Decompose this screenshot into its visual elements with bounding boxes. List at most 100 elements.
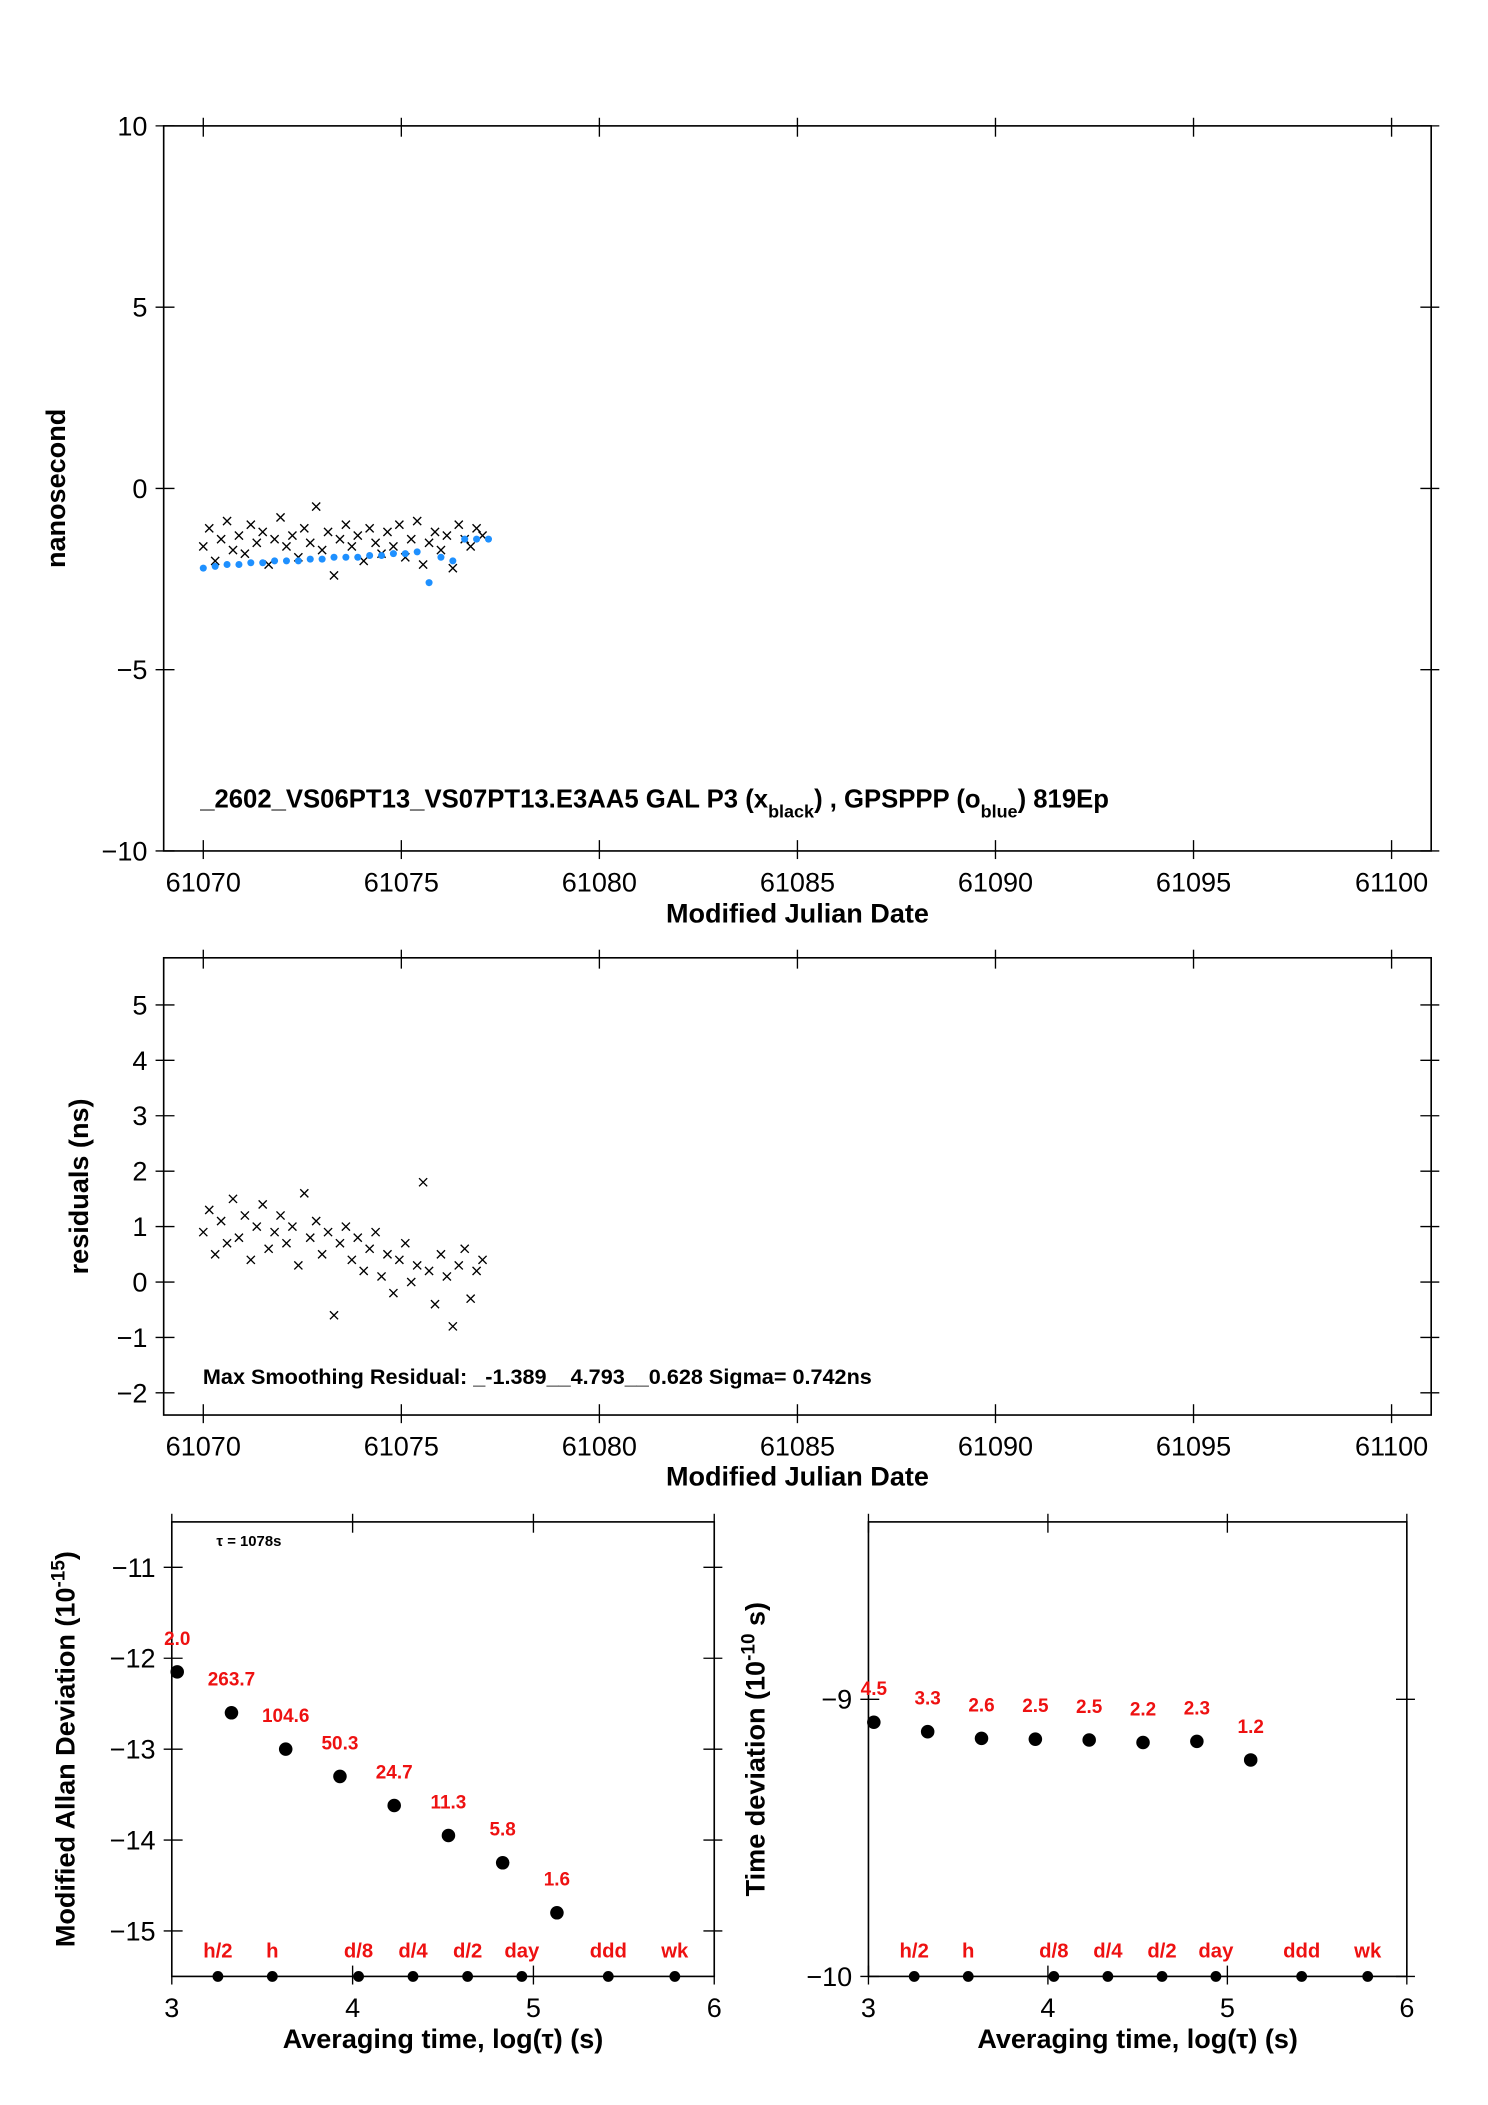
y-tick-label: 10 — [117, 111, 147, 141]
data-point — [448, 563, 458, 573]
x-tick-label: 3 — [861, 1993, 876, 2023]
interval-label: h — [266, 1940, 278, 1962]
data-point — [550, 1906, 564, 1920]
data-point — [252, 538, 262, 548]
script-text: -10 — [738, 1634, 759, 1661]
interval-marker — [602, 1971, 614, 1982]
data-point — [974, 1731, 989, 1746]
interval-marker — [353, 1971, 364, 1982]
y-tick-label: 5 — [132, 990, 147, 1020]
data-point — [406, 534, 416, 544]
data-point — [371, 1227, 381, 1237]
data-point — [425, 579, 433, 587]
data-point — [448, 1321, 458, 1331]
point-label: 2.0 — [164, 1629, 190, 1650]
interval-label: d/8 — [1039, 1940, 1068, 1962]
data-point — [430, 1299, 440, 1309]
data-point — [228, 1194, 238, 1204]
data-point — [412, 1260, 422, 1270]
y-tick-label: −14 — [110, 1826, 156, 1856]
data-point — [305, 538, 315, 548]
x-tick-label: 3 — [164, 1993, 179, 2023]
x-tick-label: 4 — [1040, 1993, 1055, 2023]
data-point — [299, 1188, 309, 1198]
point-label: 5.8 — [490, 1820, 516, 1841]
data-point — [287, 1222, 297, 1232]
data-point — [224, 1706, 239, 1720]
y-tick-label: −15 — [110, 1916, 156, 1946]
x-tick-label: 61070 — [166, 868, 241, 898]
data-point — [472, 523, 482, 533]
data-point — [198, 1227, 208, 1237]
data-point — [287, 531, 297, 541]
data-point — [347, 1255, 357, 1265]
data-point — [170, 1665, 184, 1679]
data-point — [406, 1277, 416, 1287]
data-point — [441, 1828, 456, 1843]
y-tick-label: 5 — [132, 293, 147, 323]
interval-marker — [516, 1971, 528, 1982]
x-axis-label: Modified Julian Date — [666, 1461, 929, 1491]
data-point — [353, 1233, 363, 1243]
data-point — [1190, 1734, 1204, 1749]
data-point — [401, 550, 409, 558]
y-tick-label: −10 — [806, 1962, 852, 1992]
data-point — [466, 541, 476, 551]
data-point — [282, 557, 290, 565]
plot: 61070 61075 61080 61085 61090 61095 61100 −10 −5… — [41, 111, 1440, 929]
data-point — [278, 1742, 293, 1756]
data-point — [305, 1233, 315, 1243]
data-point — [354, 553, 362, 561]
data-point — [294, 557, 302, 565]
data-point — [376, 1271, 387, 1282]
text-part: ) , GPSPPP (o — [814, 786, 981, 814]
interval-label: wk — [1353, 1940, 1382, 1962]
x-tick-label: 61085 — [760, 868, 835, 898]
data-point — [210, 556, 220, 566]
interval-marker — [407, 1971, 419, 1982]
data-point — [353, 531, 363, 541]
data-point — [252, 1222, 262, 1232]
interval-marker — [266, 1971, 278, 1982]
data-point — [424, 1266, 434, 1276]
x-tick-label: 61075 — [364, 1432, 439, 1462]
data-point — [365, 1244, 375, 1254]
data-point — [270, 1227, 280, 1237]
x-tick-label: 61095 — [1156, 868, 1231, 898]
interval-label: day — [1198, 1940, 1234, 1962]
data-point — [198, 541, 208, 551]
x-tick-label: 61100 — [1355, 868, 1428, 898]
data-point — [222, 516, 232, 526]
x-tick-label: 61100 — [1355, 1432, 1428, 1462]
x-axis-label: Modified Julian Date — [666, 899, 929, 929]
text-part: ) 819Ep — [1018, 786, 1109, 814]
plot: 3 4 5 6 −10 −9 Averaging time, log(τ) (s) Time … — [738, 1513, 1415, 2054]
y-axis-label: Modified Allan Deviation (10-15) — [48, 1551, 80, 1947]
x-tick-label: 5 — [526, 1993, 541, 2023]
data-point — [330, 553, 338, 561]
point-label: 50.3 — [322, 1733, 359, 1754]
x-tick-label: 61080 — [562, 868, 637, 898]
interval-label: wk — [660, 1940, 689, 1962]
data-point — [371, 538, 381, 548]
text-part: Time deviation (10 — [740, 1661, 770, 1897]
y-tick-label: −2 — [117, 1378, 148, 1408]
data-point — [472, 1266, 482, 1276]
data-point — [240, 1210, 250, 1221]
interval-marker — [1102, 1971, 1114, 1982]
data-point — [366, 551, 374, 559]
data-point — [270, 534, 280, 544]
x-tick-label: 61080 — [562, 1432, 637, 1462]
plot-frame — [162, 956, 1432, 1416]
x-tick-label: 6 — [1399, 1993, 1414, 2023]
y-tick-label: −10 — [102, 836, 148, 866]
interval-label: h/2 — [900, 1940, 929, 1962]
data-point — [246, 520, 256, 530]
point-label: 104.6 — [262, 1706, 309, 1727]
data-point — [378, 551, 386, 559]
annotation: _2602_VS06PT13_VS07PT13.E3AA5 GAL P3 (xb… — [199, 786, 1109, 822]
data-point — [211, 562, 219, 570]
data-point — [246, 1255, 256, 1265]
y-tick-label: −12 — [110, 1644, 156, 1674]
